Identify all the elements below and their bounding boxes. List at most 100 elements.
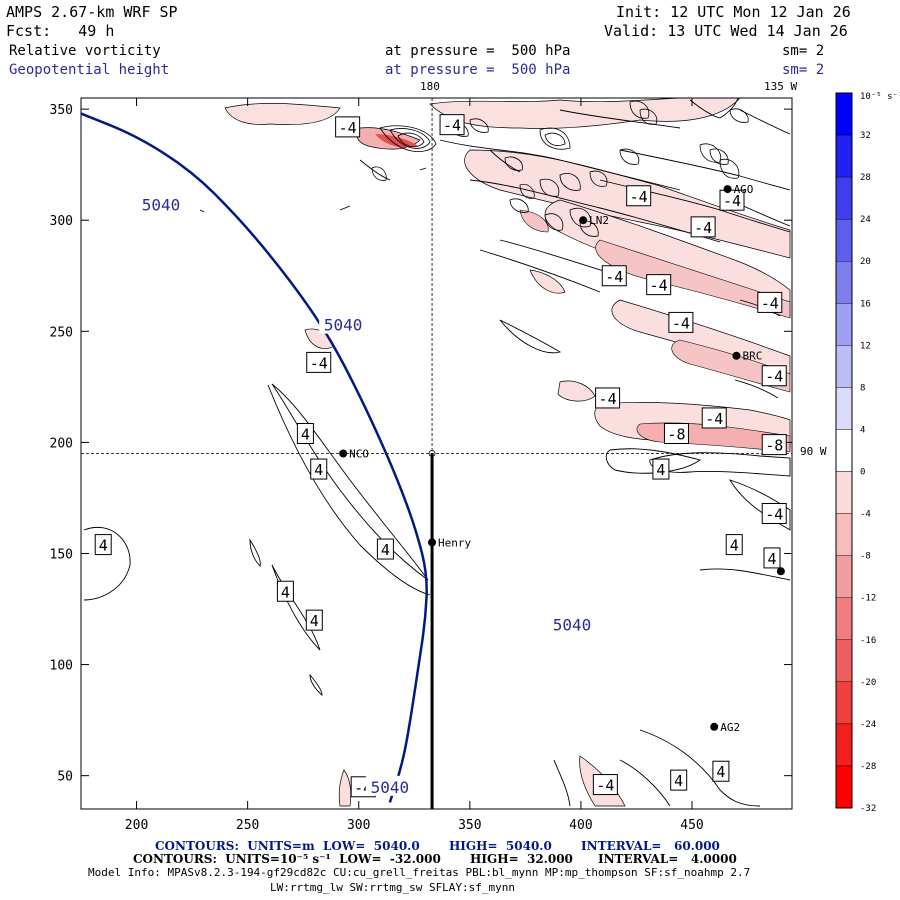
field2-name: Geopotential height: [9, 62, 170, 78]
vorticity-label-box: [310, 458, 328, 480]
colorbar-tick-label: -28: [860, 762, 876, 772]
y-tick-label: 100: [50, 659, 73, 674]
vorticity-label-box: [701, 407, 727, 429]
height-contour-5040: [80, 112, 428, 803]
field1-level: at pressure = 500 hPa: [385, 43, 571, 59]
vorticity-label: -4: [605, 268, 623, 286]
vorticity-labels: -4 -4-4 -4-4-4 -4-4-4-4-4-4-4-8-844 4-44 4 444…: [94, 114, 787, 798]
model-title: AMPS 2.67-km WRF SP: [6, 3, 178, 21]
vorticity-label-box: [757, 291, 783, 313]
colorbar-swatch: [835, 261, 853, 304]
init-time: Init: 12 UTC Mon 12 Jan 26: [616, 3, 851, 21]
colorbar-swatch: [835, 471, 853, 514]
vorticity-label: -4: [599, 390, 617, 408]
field1-name: Relative vorticity: [9, 43, 161, 59]
vorticity-label-box: [439, 114, 465, 136]
height-label-bg: [319, 313, 368, 334]
vorticity-label-box: [761, 434, 787, 456]
x-tick-label: 250: [236, 818, 259, 833]
vorticity-label: -4: [310, 354, 328, 372]
y-tick-label: 300: [50, 214, 73, 229]
vorticity-label: -4: [672, 314, 690, 332]
colorbar-tick-label: 20: [860, 257, 871, 267]
vorticity-label-box: [601, 265, 627, 287]
colorbar-tick-label: 24: [860, 215, 871, 225]
vorticity-label-box: [712, 760, 730, 782]
height-label-bg: [548, 613, 597, 634]
vorticity-label-box: [761, 502, 787, 524]
colorbar-swatch: [835, 134, 853, 178]
vorticity-label: -4: [765, 368, 783, 386]
forecast-hour: Fcst: 49 h: [6, 22, 115, 40]
valid-time: Valid: 13 UTC Wed 14 Jan 26: [604, 22, 848, 40]
vorticity-label-box: [646, 274, 672, 296]
vorticity-cell-layer: [371, 100, 749, 237]
vorticity-label-box: [670, 769, 688, 791]
station-markers: AGO LN2 BRC NCO Henry AG2: [339, 183, 785, 734]
vorticity-label: -4: [339, 119, 357, 137]
colorbar-swatch: [835, 513, 853, 556]
station-dot: [723, 185, 732, 194]
colorbar-tick-label: -32: [860, 804, 876, 814]
height-label-bg: [136, 193, 185, 214]
vorticity-label-box: [763, 547, 781, 569]
colorbar-tick-label: -20: [860, 678, 876, 688]
station-dot: [339, 449, 348, 458]
colorbar-tick-label: 0: [860, 468, 865, 478]
vorticity-fill-layer: [224, 97, 791, 807]
colorbar-tick-label: 16: [860, 299, 871, 309]
station-dot: [710, 722, 719, 731]
colorbar-tick-label: 28: [860, 173, 871, 183]
vorticity-label: -4: [705, 410, 723, 428]
x-tick-label: 350: [458, 818, 481, 833]
vorticity-label: 4: [767, 550, 776, 568]
vorticity-label-box: [296, 423, 314, 445]
colorbar-swatch: [835, 218, 853, 262]
vorticity-label-box: [335, 116, 361, 138]
footer-model-info-2: LW:rrtmg_lw SW:rrtmg_sw SFLAY:sf_mynn: [270, 881, 516, 894]
x-tick-label: 450: [680, 818, 703, 833]
colorbar-tick-label: -12: [860, 594, 876, 604]
y-tick-label: 200: [50, 436, 73, 451]
colorbar-swatch: [835, 765, 853, 809]
vorticity-label-box: [663, 423, 689, 445]
colorbar-tick-label: -8: [860, 552, 871, 562]
height-label: 5040: [371, 778, 410, 797]
y-tick-label: 350: [50, 103, 73, 118]
colorbar-swatch: [835, 639, 853, 683]
station-label: AGO: [734, 183, 754, 196]
colorbar-tick-label: -24: [860, 720, 876, 730]
footer-model-info: Model Info: MPASv8.2.3-194-gf29cd82c CU:…: [88, 866, 751, 879]
station-label: BRC: [742, 350, 762, 363]
vorticity-label-box: [305, 609, 323, 631]
station-dot: [732, 351, 741, 360]
vorticity-label: -8: [667, 426, 685, 444]
x-tick-label: 300: [347, 818, 370, 833]
vorticity-label-box: [690, 216, 716, 238]
colorbar-unit: 10⁻⁵ s⁻¹: [860, 92, 900, 102]
vorticity-label: 4: [301, 426, 310, 444]
station-label: Henry: [438, 536, 471, 549]
vorticity-label-box: [94, 534, 112, 556]
lon-label-90w: 90 W: [800, 445, 827, 458]
x-tick-label: 200: [125, 818, 148, 833]
colorbar-swatch: [835, 723, 853, 767]
vorticity-label: -4: [650, 277, 668, 295]
height-labels: 5040 5040 5040 5040: [136, 193, 597, 797]
field2-level: at pressure = 500 hPa: [385, 62, 571, 78]
colorbar-tick-label: 32: [860, 131, 871, 141]
lon-label-180: 180: [420, 80, 440, 93]
vorticity-label-box: [276, 580, 294, 602]
colorbar-swatch: [835, 303, 853, 346]
vorticity-label-box: [595, 387, 621, 409]
station-dot: [428, 538, 437, 547]
x-tick-label: 400: [569, 818, 592, 833]
colorbar-frame: [835, 92, 853, 809]
vorticity-label-box: [376, 538, 394, 560]
station-label: LN2: [589, 214, 609, 227]
vorticity-label: -8: [765, 437, 783, 455]
field1-smoothing: sm= 2: [782, 43, 825, 59]
vorticity-label: -4: [723, 192, 741, 210]
vorticity-label: -4: [761, 294, 779, 312]
colorbar-swatch: [835, 92, 853, 136]
